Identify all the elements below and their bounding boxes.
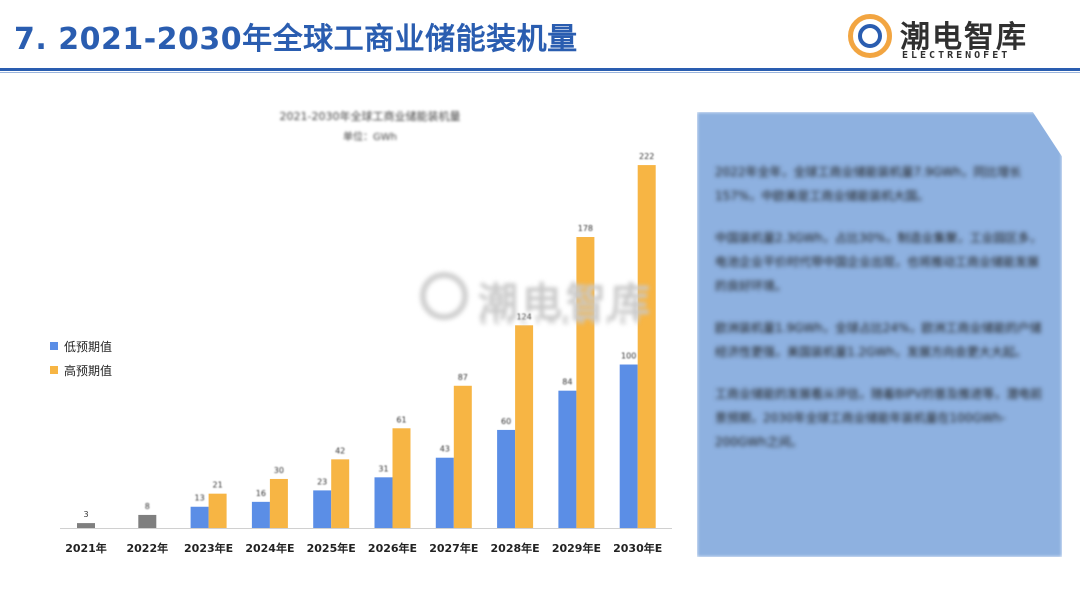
legend-label-high: 高预期值	[64, 363, 113, 378]
legend-swatch-high	[50, 366, 58, 374]
summary-text: 2022年全年，全球工商业储能装机量7.9GWh，同比增长157%，中欧美是工商…	[715, 160, 1045, 472]
data-label-low: 13	[195, 494, 205, 503]
logo-subtitle: ELECTRENOFET	[902, 50, 1011, 61]
bar-high	[392, 428, 411, 528]
bar-low	[619, 364, 638, 528]
x-tick-label: 2030年E	[613, 541, 662, 555]
summary-panel	[697, 112, 1062, 557]
summary-paragraph: 工商业储能的发展看从评估，随着BIPV的普及推进等，潜电前景预期，2030年全球…	[715, 387, 1043, 449]
data-label-high: 42	[335, 446, 345, 455]
data-label-high: 178	[578, 224, 593, 233]
x-tick-label: 2026年E	[368, 541, 417, 555]
data-label-low: 31	[378, 464, 388, 473]
watermark-text: 潮电智库	[478, 280, 654, 326]
bar-low	[313, 490, 332, 528]
legend-item-high: 高预期值	[50, 358, 112, 382]
data-label-low: 3	[83, 510, 88, 519]
data-label-low: 8	[145, 502, 150, 511]
data-label-high: 87	[458, 373, 468, 382]
bar-high	[453, 385, 472, 528]
data-label-high: 124	[516, 312, 531, 321]
chart-legend: 低预期值 高预期值	[50, 334, 112, 382]
legend-label-low: 低预期值	[64, 339, 113, 354]
summary-paragraph: 2022年全年，全球工商业储能装机量7.9GWh，同比增长157%，中欧美是工商…	[715, 165, 1022, 203]
x-tick-label: 2024年E	[245, 541, 294, 555]
summary-paragraph: 欧洲装机量1.9GWh，全球占比24%，欧洲工商业储能的户储经济性更强，美国装机…	[715, 321, 1042, 359]
legend-swatch-low	[50, 342, 58, 350]
bar-high	[269, 478, 288, 528]
data-label-low: 100	[621, 352, 636, 361]
data-label-high: 30	[274, 466, 284, 475]
bar-high	[331, 459, 350, 528]
header: 7. 2021-2030年全球工商业储能装机量 潮电智库 ELECTRENOFE…	[0, 0, 1080, 73]
x-tick-label: 2025年E	[307, 541, 356, 555]
bar-low	[435, 457, 454, 528]
bar-low	[374, 477, 393, 528]
bar-low	[497, 429, 516, 528]
bar-low	[138, 514, 157, 528]
x-tick-label: 2021年	[65, 541, 107, 555]
data-label-high: 61	[396, 415, 406, 424]
x-tick-label: 2023年E	[184, 541, 233, 555]
x-tick-label: 2022年	[126, 541, 168, 555]
data-label-low: 16	[256, 489, 266, 498]
page-title: 7. 2021-2030年全球工商业储能装机量	[14, 22, 578, 57]
chart-container: 2021-2030年全球工商业储能装机量 单位：GWh 低预期值 高预期值 3 2…	[40, 100, 680, 580]
bar-high	[515, 325, 534, 528]
bar-high	[208, 493, 227, 528]
logo-ring-icon	[848, 14, 892, 58]
legend-item-low: 低预期值	[50, 334, 112, 358]
summary-paragraph: 中国装机量2.3GWh，占比30%，制造业集聚，工业园区多，电池企业平价时代带中…	[715, 231, 1042, 293]
bar-chart: 3 2021年 8 2022年 13 21 2023年E 16 30 2024年E 23 42 2025…	[60, 152, 672, 555]
data-label-low: 60	[501, 417, 511, 426]
bar-low	[190, 506, 209, 528]
logo-name: 潮电智库	[900, 20, 1028, 55]
header-divider	[0, 68, 1080, 71]
watermark-ring-icon	[420, 272, 468, 320]
watermark-subtitle: ELECTRENOFET	[480, 314, 647, 327]
data-label-low: 23	[317, 477, 327, 486]
data-label-low: 43	[440, 445, 450, 454]
data-label-high: 21	[213, 481, 223, 490]
bar-high	[637, 165, 656, 529]
brand-logo: 潮电智库 ELECTRENOFET	[848, 12, 1073, 68]
bar-high	[576, 237, 595, 528]
header-divider-thin	[0, 72, 1080, 73]
data-label-high: 222	[639, 152, 654, 161]
bar-low	[77, 523, 95, 528]
bar-low	[558, 390, 577, 528]
bar-low	[251, 501, 270, 528]
x-tick-label: 2027年E	[429, 541, 478, 555]
chart-unit: 单位：GWh	[343, 132, 397, 143]
x-tick-label: 2028年E	[491, 541, 540, 555]
x-tick-label: 2029年E	[552, 541, 601, 555]
logo-inner-ring-icon	[858, 24, 882, 48]
chart-title: 2021-2030年全球工商业储能装机量	[279, 110, 461, 123]
data-label-low: 84	[562, 378, 572, 387]
